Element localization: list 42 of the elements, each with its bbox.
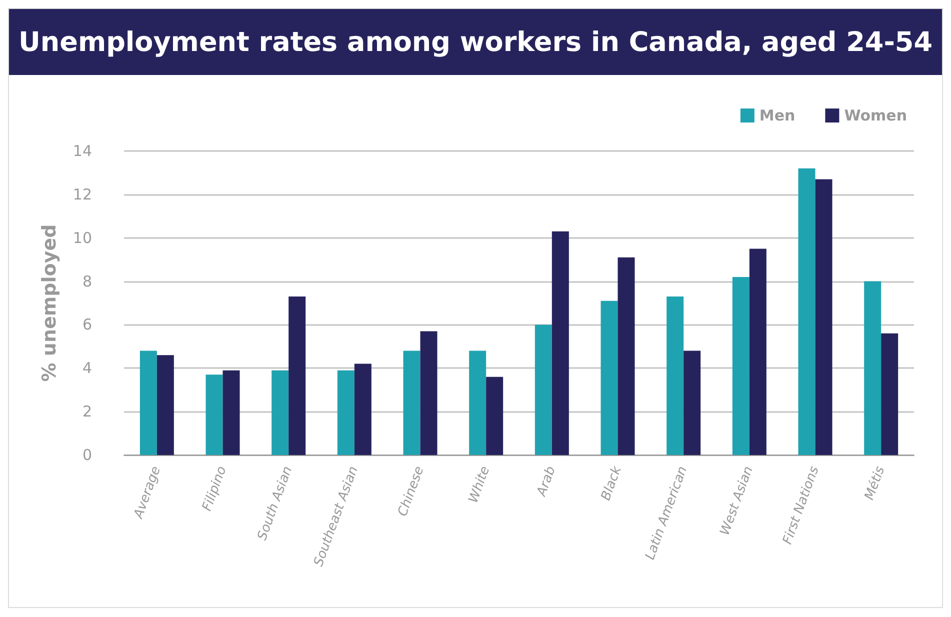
x-tick-label: Arab <box>534 464 559 500</box>
bar <box>403 350 420 455</box>
legend-label: Men <box>759 106 796 124</box>
bar <box>337 370 354 455</box>
bar <box>864 281 882 455</box>
bar <box>798 168 816 455</box>
legend-label: Women <box>844 106 908 124</box>
x-tick-label: Métis <box>862 464 888 502</box>
bar <box>272 370 289 455</box>
bar <box>156 355 174 455</box>
bar <box>552 231 569 455</box>
x-tick-label: Black <box>598 464 625 503</box>
bar <box>684 350 701 455</box>
bar <box>881 333 898 455</box>
bar <box>469 350 486 455</box>
bar <box>749 248 766 455</box>
y-tick-label: 4 <box>82 359 92 378</box>
bar <box>486 376 504 455</box>
bar <box>206 374 223 455</box>
bar <box>732 276 750 455</box>
y-tick-label: 12 <box>72 185 92 204</box>
bar <box>354 364 372 455</box>
y-tick-label: 14 <box>72 142 92 160</box>
bar <box>534 324 552 455</box>
y-tick-label: 2 <box>82 402 92 421</box>
y-axis-title: % unemployed <box>38 224 60 382</box>
chart-title: Unemployment rates among workers in Canada, aged 24-54 <box>9 9 942 75</box>
y-tick-label: 10 <box>72 228 92 247</box>
x-tick-label: West Asian <box>718 464 756 538</box>
bar <box>420 331 438 455</box>
bar <box>140 350 157 455</box>
y-tick-label: 6 <box>82 316 92 334</box>
bar <box>666 296 684 455</box>
bar <box>618 257 635 455</box>
bar <box>600 300 618 455</box>
x-tick-label: South Asian <box>255 464 296 542</box>
bar <box>222 370 240 455</box>
bar <box>288 296 306 455</box>
x-tick-label: White <box>466 464 494 506</box>
y-tick-label: 0 <box>82 446 92 464</box>
bar <box>815 179 832 455</box>
y-tick-label: 8 <box>82 272 92 290</box>
